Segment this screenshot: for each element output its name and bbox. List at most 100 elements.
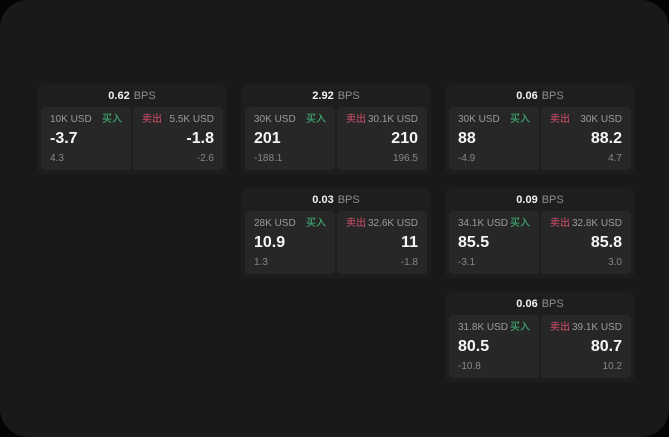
sell-tile[interactable]: 卖出 39.1K USD 80.7 10.2	[541, 315, 631, 378]
buy-tile-header: 30K USD 买入	[458, 113, 530, 126]
buy-tile-header: 10K USD 买入	[50, 113, 122, 126]
buy-tile-header: 30K USD 买入	[254, 113, 326, 126]
sell-tile-header: 卖出 39.1K USD	[550, 321, 622, 334]
buy-price: -3.7	[50, 130, 78, 147]
tiles-row: 28K USD 买入 10.9 1.3 卖出 32.6K USD 11 -1.8	[241, 209, 431, 278]
quote-grid: 0.62 BPS 10K USD 买入 -3.7 4.3 卖出 5.5K USD	[37, 84, 635, 382]
buy-size-label: 28K USD	[254, 218, 296, 229]
spread-unit: BPS	[541, 297, 564, 310]
buy-side-label: 买入	[510, 114, 530, 125]
sell-side-label: 卖出	[550, 322, 570, 333]
sell-side-label: 卖出	[346, 218, 366, 229]
buy-size-label: 30K USD	[458, 114, 500, 125]
buy-price: 88	[458, 130, 476, 147]
sell-side-label: 卖出	[346, 114, 366, 125]
buy-delta: 1.3	[254, 257, 268, 268]
sell-tile[interactable]: 卖出 32.6K USD 11 -1.8	[337, 211, 427, 274]
buy-price: 80.5	[458, 338, 490, 355]
spread-value: 0.62	[108, 89, 130, 102]
sell-price: 210	[391, 130, 418, 147]
quote-card: 2.92 BPS 30K USD 买入 201 -188.1 卖出 30.1K …	[241, 84, 431, 174]
sell-price: 88.2	[590, 130, 622, 147]
sell-tile[interactable]: 卖出 32.8K USD 85.8 3.0	[541, 211, 631, 274]
card-header: 0.03 BPS	[241, 188, 431, 209]
sell-size-label: 30.1K USD	[367, 114, 418, 125]
buy-tile[interactable]: 28K USD 买入 10.9 1.3	[245, 211, 335, 274]
sell-size-label: 5.5K USD	[169, 114, 214, 125]
sell-delta: 4.7	[608, 153, 622, 164]
buy-tile[interactable]: 34.1K USD 买入 85.5 -3.1	[449, 211, 539, 274]
buy-price: 85.5	[458, 234, 490, 251]
buy-tile[interactable]: 30K USD 买入 201 -188.1	[245, 107, 335, 170]
buy-price: 10.9	[254, 234, 286, 251]
sell-delta: 196.5	[392, 153, 418, 164]
spread-unit: BPS	[133, 89, 156, 102]
sell-price: -1.8	[186, 130, 214, 147]
spread-value: 0.06	[516, 89, 538, 102]
tiles-row: 34.1K USD 买入 85.5 -3.1 卖出 32.8K USD 85.8…	[445, 209, 635, 278]
sell-delta: -2.6	[196, 153, 214, 164]
sell-side-label: 卖出	[142, 114, 162, 125]
sell-price: 85.8	[590, 234, 622, 251]
sell-tile[interactable]: 卖出 30K USD 88.2 4.7	[541, 107, 631, 170]
sell-price: 80.7	[590, 338, 622, 355]
buy-side-label: 买入	[510, 322, 530, 333]
buy-side-label: 买入	[510, 218, 530, 229]
buy-delta: 4.3	[50, 153, 64, 164]
sell-tile[interactable]: 卖出 5.5K USD -1.8 -2.6	[133, 107, 223, 170]
buy-size-label: 31.8K USD	[458, 322, 509, 333]
buy-size-label: 10K USD	[50, 114, 92, 125]
sell-tile-header: 卖出 32.6K USD	[346, 217, 418, 230]
quote-card: 0.09 BPS 34.1K USD 买入 85.5 -3.1 卖出 32.8K…	[445, 188, 635, 278]
buy-tile-header: 28K USD 买入	[254, 217, 326, 230]
buy-side-label: 买入	[306, 114, 326, 125]
sell-price: 11	[401, 234, 418, 251]
buy-delta: -10.8	[458, 361, 481, 372]
sell-tile[interactable]: 卖出 30.1K USD 210 196.5	[337, 107, 427, 170]
spread-value: 2.92	[312, 89, 334, 102]
sell-delta: -1.8	[400, 257, 418, 268]
sell-size-label: 30K USD	[580, 114, 622, 125]
sell-size-label: 39.1K USD	[571, 322, 622, 333]
buy-price: 201	[254, 130, 281, 147]
card-header: 0.06 BPS	[445, 84, 635, 105]
card-header: 0.09 BPS	[445, 188, 635, 209]
buy-delta: -3.1	[458, 257, 476, 268]
spread-unit: BPS	[337, 89, 360, 102]
sell-side-label: 卖出	[550, 114, 570, 125]
sell-tile-header: 卖出 5.5K USD	[142, 113, 214, 126]
sell-delta: 10.2	[602, 361, 622, 372]
buy-tile-header: 34.1K USD 买入	[458, 217, 530, 230]
buy-delta: -4.9	[458, 153, 476, 164]
buy-tile[interactable]: 31.8K USD 买入 80.5 -10.8	[449, 315, 539, 378]
tiles-row: 30K USD 买入 88 -4.9 卖出 30K USD 88.2 4.7	[445, 105, 635, 174]
quote-card: 0.62 BPS 10K USD 买入 -3.7 4.3 卖出 5.5K USD	[37, 84, 227, 174]
sell-tile-header: 卖出 30K USD	[550, 113, 622, 126]
buy-size-label: 34.1K USD	[458, 218, 509, 229]
card-header: 0.62 BPS	[37, 84, 227, 105]
sell-tile-header: 卖出 32.8K USD	[550, 217, 622, 230]
quote-card: 0.06 BPS 31.8K USD 买入 80.5 -10.8 卖出 39.1…	[445, 292, 635, 382]
card-header: 0.06 BPS	[445, 292, 635, 313]
sell-size-label: 32.6K USD	[367, 218, 418, 229]
spread-value: 0.06	[516, 297, 538, 310]
tiles-row: 30K USD 买入 201 -188.1 卖出 30.1K USD 210 1…	[241, 105, 431, 174]
buy-size-label: 30K USD	[254, 114, 296, 125]
buy-tile[interactable]: 30K USD 买入 88 -4.9	[449, 107, 539, 170]
buy-side-label: 买入	[102, 114, 122, 125]
quote-card: 0.03 BPS 28K USD 买入 10.9 1.3 卖出 32.6K US…	[241, 188, 431, 278]
sell-tile-header: 卖出 30.1K USD	[346, 113, 418, 126]
sell-delta: 3.0	[608, 257, 622, 268]
buy-side-label: 买入	[306, 218, 326, 229]
buy-tile[interactable]: 10K USD 买入 -3.7 4.3	[41, 107, 131, 170]
quote-card: 0.06 BPS 30K USD 买入 88 -4.9 卖出 30K USD	[445, 84, 635, 174]
spread-unit: BPS	[337, 193, 360, 206]
buy-tile-header: 31.8K USD 买入	[458, 321, 530, 334]
spread-value: 0.03	[312, 193, 334, 206]
tiles-row: 10K USD 买入 -3.7 4.3 卖出 5.5K USD -1.8 -2.…	[37, 105, 227, 174]
spread-unit: BPS	[541, 193, 564, 206]
card-header: 2.92 BPS	[241, 84, 431, 105]
sell-side-label: 卖出	[550, 218, 570, 229]
